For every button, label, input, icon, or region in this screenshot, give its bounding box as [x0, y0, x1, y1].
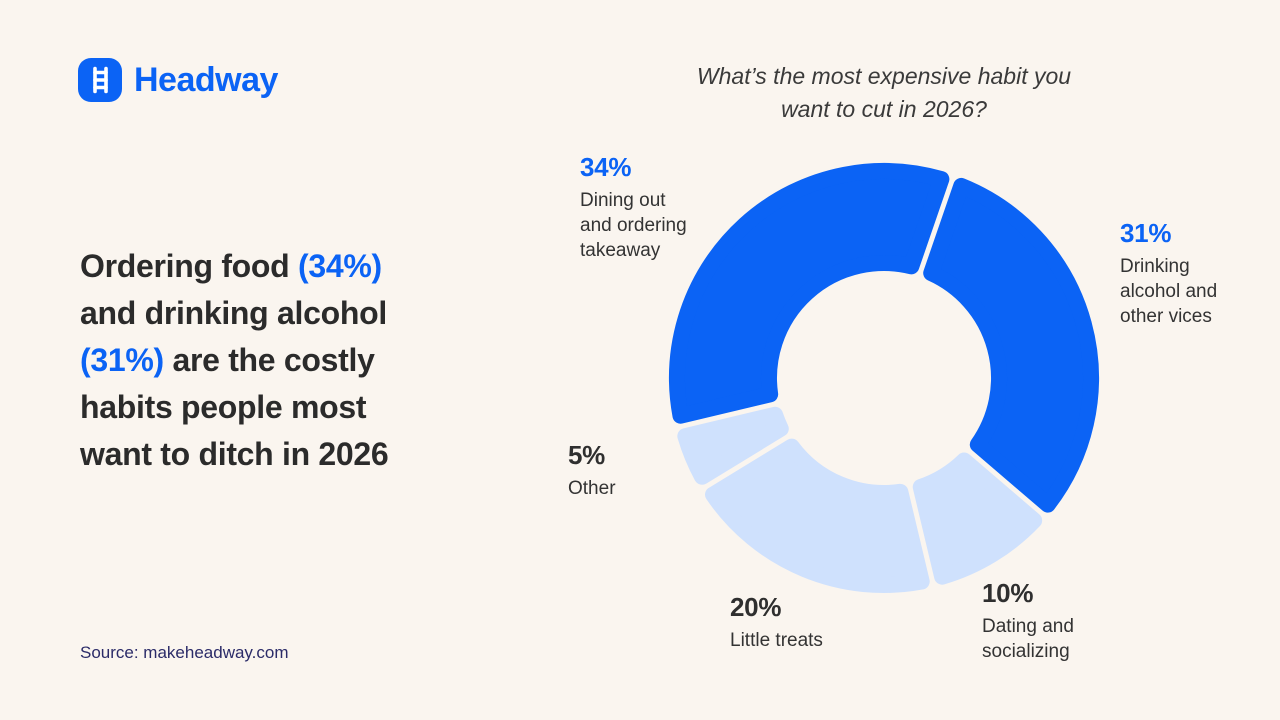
segment-desc: Other [568, 478, 616, 499]
segment-label-dating-socializing: 10% Dating and socializing [982, 578, 1074, 664]
segment-pct: 10% [982, 578, 1034, 608]
segment-label-dining-out: 34% Dining out and ordering takeaway [580, 152, 687, 263]
ladder-icon [78, 58, 122, 102]
segment-pct: 20% [730, 592, 782, 622]
segment-desc: Dating and socializing [982, 616, 1074, 662]
donut-segment-20% [705, 438, 930, 593]
segment-pct: 5% [568, 440, 605, 470]
donut-segment-10% [912, 452, 1043, 585]
segment-pct: 34% [580, 152, 632, 182]
donut-segment-31% [923, 177, 1099, 513]
headline: Ordering food (34%) and drinking alcohol(… [80, 248, 389, 472]
segment-label-drinking-alcohol: 31% Drinking alcohol and other vices [1120, 218, 1217, 329]
brand-logo: Headway [78, 58, 278, 102]
brand-wordmark: Headway [134, 60, 278, 99]
segment-desc: Little treats [730, 630, 823, 651]
donut-segment-5% [677, 406, 789, 485]
segment-desc: Dining out and ordering takeaway [580, 190, 687, 261]
segment-label-other: 5% Other [568, 440, 616, 501]
segment-pct: 31% [1120, 218, 1172, 248]
segment-label-little-treats: 20% Little treats [730, 592, 823, 653]
donut-chart [669, 163, 1099, 593]
source-note: Source: makeheadway.com [80, 643, 289, 662]
donut-segment-34% [669, 163, 950, 424]
chart-title: What’s the most expensive habit you want … [696, 63, 1072, 122]
segment-desc: Drinking alcohol and other vices [1120, 256, 1218, 327]
